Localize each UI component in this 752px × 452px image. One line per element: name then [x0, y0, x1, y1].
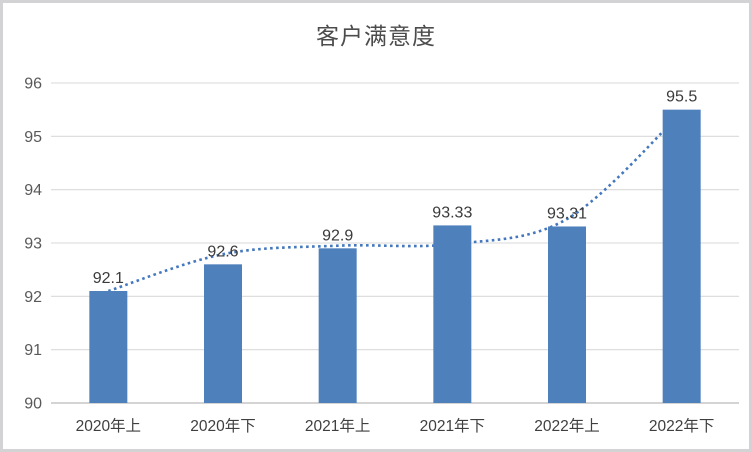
- y-tick-label: 92: [24, 289, 42, 306]
- x-tick-label: 2022年下: [649, 417, 714, 435]
- x-tick-label: 2021年下: [420, 417, 485, 435]
- trendline: [107, 111, 683, 293]
- x-tick-label: 2022年上: [534, 417, 599, 435]
- y-tick-label: 93: [24, 236, 42, 253]
- y-tick-label: 90: [24, 396, 42, 413]
- bar-2020年上: [89, 291, 128, 403]
- chart-title: 客户满意度: [316, 24, 436, 50]
- bar-2020年下: [204, 264, 242, 403]
- x-tick-label: 2021年上: [305, 417, 370, 435]
- satisfaction-bar-chart: 96 95 94 93 92 91 90 92.1 2020年上 92.6 2020年下 92.9 20…: [24, 76, 739, 435]
- bar-value-label: 95.5: [666, 89, 697, 106]
- bar-value-label: 93.31: [547, 205, 587, 222]
- x-tick-label: 2020年上: [76, 417, 141, 435]
- y-tick-label: 94: [24, 182, 42, 199]
- bar-value-label: 93.33: [432, 204, 472, 221]
- bar-value-label: 92.1: [93, 270, 124, 287]
- y-tick-label: 95: [24, 129, 42, 146]
- bar-2021年下: [433, 225, 472, 403]
- y-tick-label: 91: [24, 342, 42, 359]
- x-tick-label: 2020年下: [190, 417, 255, 435]
- bar-2021年上: [318, 248, 357, 403]
- bar-2022年上: [548, 226, 586, 403]
- bar-value-label: 92.6: [207, 243, 238, 260]
- y-tick-label: 96: [24, 76, 42, 93]
- bar-value-label: 92.9: [322, 227, 353, 244]
- bar-2022年下: [662, 109, 701, 404]
